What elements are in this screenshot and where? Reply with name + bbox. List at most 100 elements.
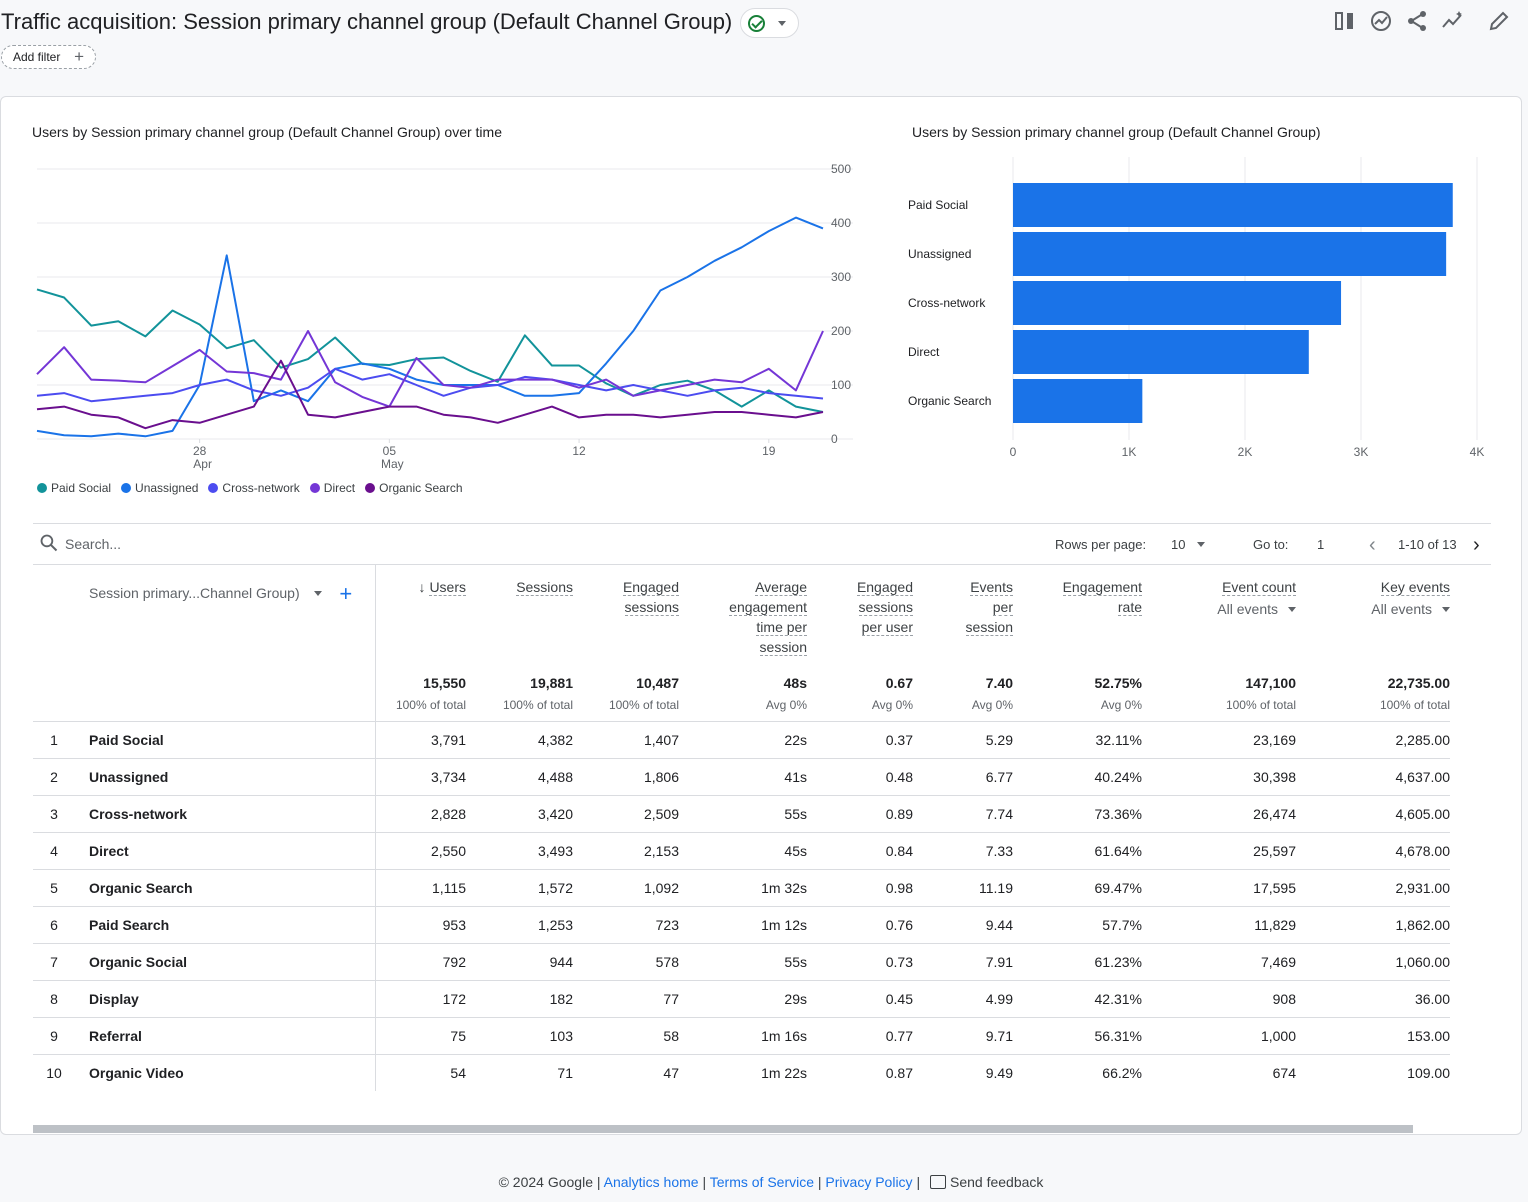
column-header-label: time per (756, 619, 807, 636)
legend-item[interactable]: Unassigned (121, 481, 198, 495)
column-header[interactable]: Engaged sessions per user (807, 565, 913, 665)
column-header-label: sessions (858, 599, 913, 616)
report-header: Traffic acquisition: Session primary cha… (0, 0, 1528, 96)
legend-item[interactable]: Direct (309, 481, 355, 495)
legend-item[interactable]: Organic Search (365, 481, 463, 495)
column-header-label: Sessions (516, 579, 573, 596)
report-card: Users by Session primary channel group (… (0, 96, 1522, 1135)
legend-item[interactable]: Cross-network (208, 481, 300, 495)
metric-cell: 1m 22s (761, 1064, 807, 1081)
legend-dot-icon (37, 483, 47, 493)
series-line-direct (36, 330, 824, 408)
column-header[interactable]: Events per session (913, 565, 1013, 665)
dimension-cell: Organic Search (75, 869, 376, 907)
row-index: 5 (33, 869, 75, 907)
total-subtext: 100% of total (1225, 698, 1296, 712)
report-status-chip[interactable] (740, 8, 799, 38)
metric-cell: 2,509 (573, 795, 679, 833)
table-row[interactable]: 1 Paid Social 3,791 4,382 1,407 22s 0.37 5.29 32… (33, 721, 1490, 759)
total-value: 147,100 (1245, 675, 1296, 691)
column-header-label: per (992, 599, 1013, 616)
total-cell: 52.75% Avg 0% (1013, 665, 1142, 722)
bar-chart-title: Users by Session primary channel group (… (912, 124, 1321, 140)
chevron-down-icon[interactable] (313, 591, 322, 596)
bar-direct (1013, 330, 1309, 374)
bar-category-label: Paid Social (908, 198, 968, 212)
y-tick-label: 300 (831, 270, 851, 284)
legend-dot-icon (365, 483, 376, 493)
prev-page-icon[interactable]: ‹ (1369, 534, 1376, 556)
event-filter-select[interactable]: All events (1371, 599, 1450, 619)
send-feedback-label: Send feedback (949, 1174, 1044, 1190)
goto-input[interactable]: 1 (1317, 537, 1325, 552)
table-row[interactable]: 5 Organic Search 1,115 1,572 1,092 1m 32s 0.98… (33, 869, 1490, 907)
search-input[interactable] (65, 532, 305, 556)
total-value: 22,735.00 (1387, 675, 1450, 691)
metric-cell: 3,493 (466, 832, 573, 870)
column-header[interactable]: Event count All events (1142, 565, 1296, 665)
series-line-paid-social (36, 288, 824, 413)
line-chart-legend: Paid Social Unassigned Cross-network Direct… (37, 481, 473, 495)
column-header[interactable]: Sessions (466, 565, 573, 665)
rows-per-page-value: 10 (1171, 537, 1186, 552)
footer: © 2024 Google | Analytics home | Terms o… (0, 1174, 1528, 1190)
metric-cell: 1,000 (1142, 1017, 1296, 1055)
bar-unassigned (1013, 232, 1447, 276)
privacy-link[interactable]: Privacy Policy (825, 1174, 913, 1190)
table-row[interactable]: 4 Direct 2,550 3,493 2,153 45s 0.84 7.33 61.64% 2… (33, 832, 1490, 870)
table-row[interactable]: 7 Organic Social 792 944 578 55s 0.73 7.91 61.23… (33, 943, 1490, 981)
y-tick-label: 400 (831, 216, 851, 230)
metric-cell: 30,398 (1142, 758, 1296, 796)
table-row[interactable]: 8 Display 172 182 77 29s 0.45 4.99 42.31% 908 36.0… (33, 980, 1490, 1018)
metric-cell: 26,474 (1142, 795, 1296, 833)
dimension-cell: Display (75, 980, 376, 1018)
table-row[interactable]: 3 Cross-network 2,828 3,420 2,509 55s 0.89 7.74… (33, 795, 1490, 833)
bar-category-label: Organic Search (908, 394, 991, 408)
legend-label: Unassigned (135, 481, 199, 495)
column-header[interactable]: Average engagement time per session (679, 565, 807, 665)
table-row[interactable]: 9 Referral 75 103 58 1m 16s 0.77 9.71 56.31% 1,00… (33, 1017, 1490, 1055)
send-feedback-button[interactable]: Send feedback (929, 1174, 1044, 1190)
legend-label: Organic Search (379, 481, 463, 495)
column-header[interactable]: ↓ Users (375, 565, 466, 665)
event-filter-select[interactable]: All events (1217, 599, 1296, 619)
column-header[interactable]: Key events All events (1296, 565, 1450, 665)
table-body: 1 Paid Social 3,791 4,382 1,407 22s 0.37 5.29 32… (33, 721, 1490, 1091)
horizontal-scrollbar[interactable] (33, 1125, 1413, 1133)
add-dimension-icon[interactable]: + (339, 581, 353, 606)
column-header[interactable]: Engagement rate (1013, 565, 1142, 665)
legend-item[interactable]: Paid Social (37, 481, 111, 495)
metric-cell: 4.99 (913, 980, 1013, 1018)
metric-cell: 22s (679, 721, 807, 759)
row-index: 10 (46, 1064, 62, 1081)
next-page-icon[interactable]: › (1473, 534, 1480, 556)
table-row[interactable]: 6 Paid Search 953 1,253 723 1m 12s 0.76 9.44 57.… (33, 906, 1490, 944)
terms-link[interactable]: Terms of Service (709, 1174, 814, 1190)
metric-cell: 0.87 (885, 1064, 913, 1081)
metric-cell: 56.31% (1013, 1017, 1142, 1055)
metric-cell: 953 (375, 906, 466, 944)
dimension-header[interactable]: Session primary...Channel Group) + (33, 565, 376, 665)
metric-cell: 55s (679, 943, 807, 981)
rows-per-page-select[interactable]: 10 (1171, 524, 1206, 566)
insights-icon[interactable] (1369, 9, 1393, 33)
add-filter-button[interactable]: Add filter + (1, 45, 96, 69)
table-row[interactable]: 10 Organic Video 54 71 47 1m 22s 0.87 9.49 66.2%… (33, 1054, 1490, 1091)
x-tick-label: 4K (1470, 445, 1485, 459)
row-index: 8 (33, 980, 75, 1018)
metric-cell: 1,253 (466, 906, 573, 944)
table-row[interactable]: 2 Unassigned 3,734 4,488 1,806 41s 0.48 6.77 40.… (33, 758, 1490, 796)
compare-icon[interactable] (1333, 9, 1357, 33)
metric-cell: 2,828 (375, 795, 466, 833)
legend-label: Paid Social (51, 481, 112, 495)
column-header[interactable]: Engaged sessions (573, 565, 679, 665)
edit-icon[interactable] (1487, 9, 1511, 33)
metric-cell: 0.98 (807, 869, 913, 907)
metric-cell: 0.76 (807, 906, 913, 944)
x-tick-label: 1K (1122, 445, 1137, 459)
metric-cell: 944 (466, 943, 573, 981)
analytics-home-link[interactable]: Analytics home (603, 1174, 699, 1190)
share-icon[interactable] (1405, 9, 1429, 33)
metric-cell: 3,420 (466, 795, 573, 833)
trend-icon[interactable] (1441, 9, 1465, 33)
